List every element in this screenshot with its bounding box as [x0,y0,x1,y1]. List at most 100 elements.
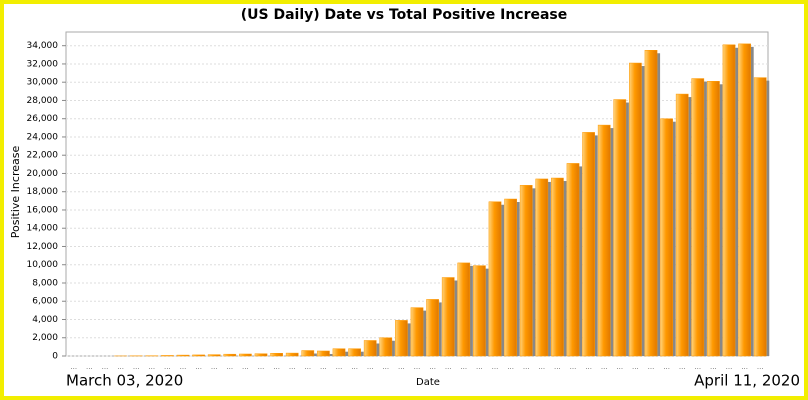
x-tick-label: ... [226,363,233,371]
x-tick-label: ... [133,363,140,371]
x-tick-label: ... [507,363,514,371]
y-tick-label: 2,000 [32,333,58,343]
y-tick-label: 30,000 [27,78,59,88]
bar [738,43,751,357]
bar [660,118,673,357]
y-tick-label: 32,000 [27,59,59,69]
y-tick-label: 22,000 [27,151,59,161]
bar [535,178,549,357]
x-tick-label: ... [429,363,436,371]
x-tick-label: ... [195,363,202,371]
x-tick-label: ... [398,363,405,371]
x-tick-label: ... [148,363,155,371]
x-tick-label: ... [648,363,655,371]
y-tick-label: 14,000 [27,224,59,234]
bar [348,348,361,357]
x-axis-label: Date [416,377,440,388]
y-tick-label: 12,000 [27,242,59,252]
end-label: April 11, 2020 [694,372,800,390]
y-tick-label: 26,000 [27,114,59,124]
y-tick-label: 4,000 [32,315,58,325]
bar [753,77,767,357]
bar [629,62,642,357]
bar [488,201,502,357]
y-tick-label: 8,000 [32,278,58,288]
bar [551,177,564,357]
x-tick-label: ... [757,363,764,371]
x-tick-label: ... [351,363,358,371]
bar [504,198,517,357]
x-tick-label: ... [601,363,608,371]
bar [379,337,393,357]
bar [473,265,486,357]
bar [644,50,658,357]
x-tick-label: ... [242,363,249,371]
bar [457,262,471,357]
y-tick-label: 16,000 [27,205,59,215]
bar [675,93,689,357]
x-tick-label: ... [382,363,389,371]
x-tick-label: ... [741,363,748,371]
x-tick-label: ... [726,363,733,371]
y-tick-label: 6,000 [32,297,58,307]
x-tick-label: ... [554,363,561,371]
bar [332,348,346,357]
x-tick-label: ... [694,363,701,371]
x-tick-label: ... [585,363,592,371]
bar [270,353,283,357]
x-tick-label: ... [304,363,311,371]
x-tick-label: ... [632,363,639,371]
bar [223,353,237,357]
x-tick-label: ... [663,363,670,371]
bar [691,78,705,357]
bar [395,320,408,357]
x-tick-label: ... [679,363,686,371]
bar [410,307,424,357]
bar [254,353,268,357]
bar [207,354,221,357]
y-tick-label: 0 [52,352,58,362]
x-tick-label: ... [367,363,374,371]
bar [363,340,377,357]
x-tick-label: ... [445,363,452,371]
x-tick-label: ... [102,363,109,371]
bar [176,354,190,357]
y-tick-label: 18,000 [27,187,59,197]
x-tick-label: ... [492,363,499,371]
x-tick-label: ... [70,363,77,371]
x-tick-label: ... [523,363,530,371]
bar [285,352,299,357]
x-tick-label: ... [538,363,545,371]
x-tick-label: ... [710,363,717,371]
x-tick-label: ... [570,363,577,371]
x-tick-label: ... [414,363,421,371]
x-tick-label: ... [616,363,623,371]
bar [301,350,315,357]
bar [707,81,720,357]
start-label: March 03, 2020 [66,372,183,390]
x-tick-label: ... [258,363,265,371]
bar [441,277,455,357]
x-tick-label: ... [320,363,327,371]
bar [566,163,580,357]
x-tick-label: ... [86,363,93,371]
bar [722,44,736,357]
x-tick-label: ... [273,363,280,371]
bar [161,355,174,357]
x-tick-label: ... [476,363,483,371]
x-tick-label: ... [289,363,296,371]
bar [317,350,330,357]
y-tick-label: 24,000 [27,132,59,142]
bar [426,299,439,357]
y-tick-label: 28,000 [27,96,59,106]
bar [613,99,627,357]
x-tick-label: ... [460,363,467,371]
chart-title: (US Daily) Date vs Total Positive Increa… [241,7,568,23]
bar [192,354,205,357]
bar [582,132,595,357]
bar [597,124,611,357]
x-tick-label: ... [211,363,218,371]
y-tick-label: 20,000 [27,169,59,179]
y-tick-label: 34,000 [27,41,59,51]
